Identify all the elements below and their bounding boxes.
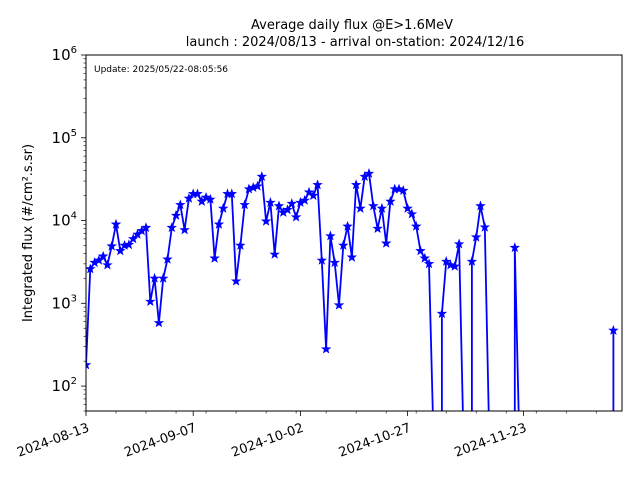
data-point-marker	[385, 196, 396, 206]
data-point-marker	[509, 242, 521, 253]
data-point-marker	[282, 204, 293, 215]
y-tick-label: 103	[52, 293, 77, 312]
data-point-marker	[153, 317, 165, 328]
data-point-marker	[170, 210, 182, 220]
update-annotation: Update: 2025/05/22-08:05:56	[94, 65, 228, 75]
data-point-marker	[355, 202, 366, 213]
data-point-marker	[265, 197, 276, 208]
data-point-marker	[175, 199, 186, 210]
data-point-marker	[299, 194, 310, 205]
data-point-marker	[342, 220, 353, 231]
data-point-marker	[230, 275, 242, 286]
data-point-marker	[115, 245, 126, 256]
data-point-marker	[123, 239, 135, 250]
x-tick-label: 2024-11-23	[453, 421, 529, 461]
data-point-marker	[179, 224, 190, 235]
data-point-marker	[286, 198, 298, 209]
data-point-marker	[252, 180, 263, 191]
data-point-marker	[466, 256, 478, 266]
series-line	[86, 172, 615, 411]
data-point-marker	[608, 325, 619, 335]
y-axis-label: Integrated flux (#/cm².s.sr)	[21, 144, 36, 322]
series-layer	[86, 168, 619, 411]
data-point-marker	[475, 200, 486, 211]
data-point-marker	[321, 343, 332, 354]
data-point-marker	[256, 171, 268, 181]
data-point-marker	[479, 221, 491, 232]
data-point-marker	[209, 252, 220, 263]
y-axis: 102 103 104 105 106	[52, 45, 86, 412]
data-point-marker	[398, 185, 409, 196]
data-point-marker	[410, 220, 422, 231]
data-point-marker	[368, 200, 379, 211]
data-point-marker	[260, 215, 272, 226]
data-point-marker	[205, 193, 216, 204]
data-point-marker	[86, 263, 96, 274]
data-point-marker	[102, 259, 113, 270]
data-point-marker	[110, 218, 122, 229]
y-tick-label: 102	[52, 376, 77, 395]
data-point-marker	[157, 272, 169, 283]
x-tick-label: 2024-09-07	[122, 421, 198, 461]
data-point-marker	[290, 211, 302, 222]
data-point-marker	[273, 200, 285, 211]
data-point-marker	[393, 183, 405, 194]
data-point-marker	[350, 179, 362, 190]
data-point-marker	[308, 190, 319, 201]
data-point-marker	[145, 296, 156, 306]
data-point-marker	[333, 299, 345, 310]
chart-title: Average daily flux @E>1.6MeV	[251, 18, 453, 33]
x-axis: 2024-08-13 2024-09-07 2024-10-02 2024-10-27…	[15, 411, 597, 461]
data-point-marker	[346, 251, 357, 262]
x-tick-label: 2024-10-02	[230, 421, 306, 461]
data-point-marker	[127, 233, 139, 244]
data-point-marker	[166, 222, 177, 233]
data-point-marker	[312, 179, 323, 190]
plot-frame	[85, 54, 623, 412]
data-point-marker	[363, 168, 375, 178]
data-point-marker	[86, 359, 92, 370]
data-point-marker	[269, 248, 280, 259]
data-point-marker	[329, 257, 340, 268]
y-tick-label: 104	[52, 211, 77, 230]
data-point-marker	[183, 192, 195, 203]
data-point-marker	[470, 231, 482, 242]
data-point-marker	[372, 223, 383, 234]
data-point-marker	[235, 240, 246, 250]
data-point-marker	[376, 202, 388, 213]
data-point-marker	[162, 253, 173, 264]
data-point-marker	[436, 308, 448, 319]
data-point-marker	[325, 230, 336, 241]
data-point-marker	[402, 202, 413, 213]
data-point-marker	[200, 192, 212, 202]
data-point-marker	[423, 258, 435, 269]
x-tick-label: 2024-08-13	[15, 421, 91, 461]
data-point-marker	[406, 208, 418, 219]
data-point-marker	[449, 260, 460, 271]
data-point-marker	[149, 272, 160, 283]
data-point-marker	[338, 240, 349, 250]
chart-subtitle: launch : 2024/08/13 - arrival on-station…	[186, 35, 524, 50]
data-point-marker	[453, 238, 465, 249]
data-point-marker	[98, 250, 109, 261]
y-tick-label: 106	[52, 45, 77, 64]
data-point-marker	[415, 245, 426, 256]
y-tick-label: 105	[52, 128, 77, 147]
data-point-marker	[226, 188, 238, 199]
data-point-marker	[140, 222, 152, 233]
data-point-marker	[419, 252, 430, 263]
data-point-marker	[213, 218, 225, 229]
data-point-marker	[380, 237, 392, 248]
data-point-marker	[316, 254, 328, 265]
x-tick-label: 2024-10-27	[337, 421, 413, 461]
data-point-marker	[239, 199, 250, 210]
data-point-marker	[106, 240, 117, 251]
data-point-marker	[192, 188, 203, 199]
data-point-marker	[217, 202, 229, 213]
